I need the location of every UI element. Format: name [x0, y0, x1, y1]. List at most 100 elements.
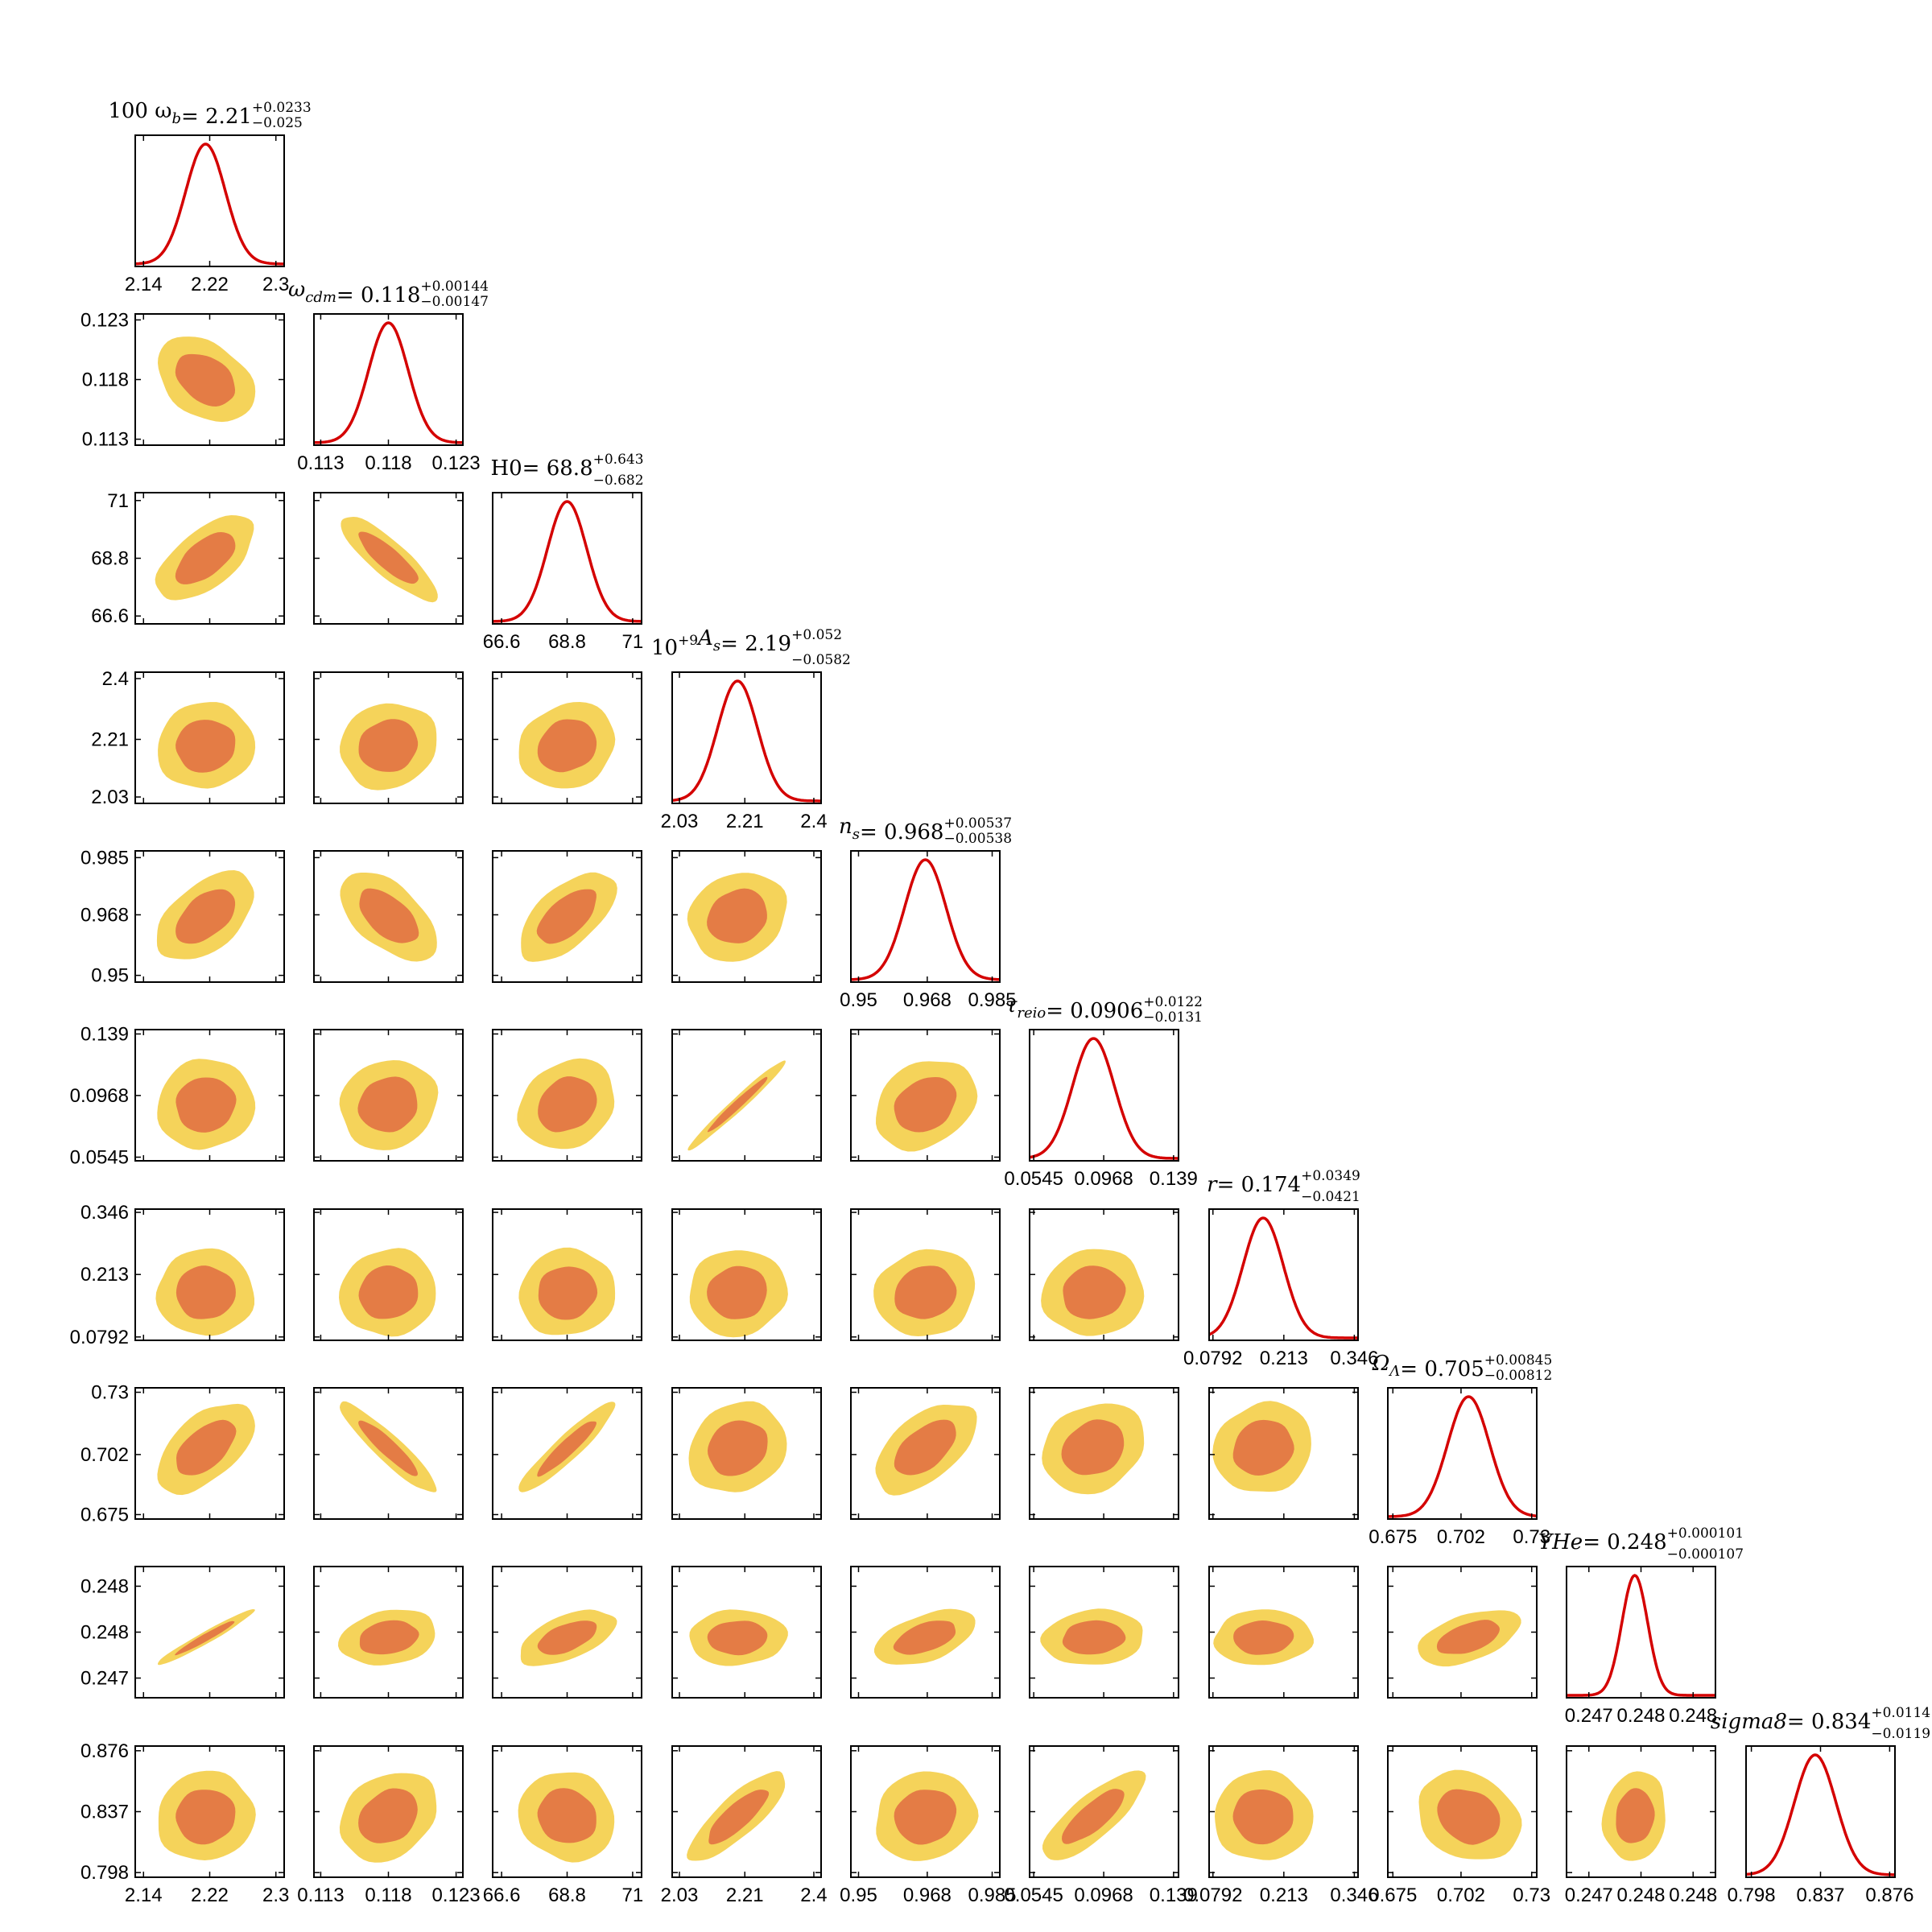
contour-panel-7-3 — [492, 1208, 642, 1341]
contour-68 — [175, 353, 235, 407]
y-tick-label: 2.03 — [91, 786, 129, 808]
x-tick-label: 0.985 — [968, 989, 1016, 1011]
contour-panel-4-2 — [313, 671, 464, 804]
x-tick-label: 0.213 — [1260, 1885, 1308, 1906]
contour-68 — [358, 531, 419, 584]
param-title: ΩΛ= 0.705+0.00845 — [1372, 1352, 1553, 1381]
contour-panel-8-4 — [671, 1387, 822, 1520]
x-tick-label: 2.03 — [661, 1885, 699, 1906]
posterior-panel-6: 0.0545 0.0968 0.139 — [1004, 1029, 1198, 1190]
x-tick-label: 2.21 — [726, 1885, 764, 1906]
y-tick-label: 0.113 — [82, 429, 129, 451]
y-tick-label: 0.346 — [80, 1202, 129, 1224]
x-tick-label: 71 — [622, 631, 644, 653]
posterior-curve — [493, 500, 642, 623]
x-tick-label: 0.139 — [1150, 1168, 1198, 1190]
x-tick-label: 66.6 — [483, 631, 521, 653]
y-tick-label: 0.95 — [91, 965, 129, 987]
x-tick-label: 0.248 — [1616, 1705, 1665, 1727]
panel-frame — [492, 492, 642, 625]
contour-68 — [175, 1265, 236, 1319]
param-minus: −0.00147 — [420, 294, 489, 310]
posterior-title-9: YHe= 0.248+0.000101−0.000107 — [1538, 1525, 1744, 1563]
contour-68 — [894, 1419, 956, 1476]
contour-panel-7-6 — [1029, 1208, 1179, 1341]
contour-panel-5-3 — [492, 850, 642, 983]
posterior-curve — [313, 321, 464, 444]
x-tick-label: 0.675 — [1368, 1885, 1417, 1906]
contour-panel-9-3 — [492, 1566, 642, 1699]
contour-panel-6-3 — [492, 1029, 642, 1162]
contour-68 — [536, 889, 597, 944]
contour-68 — [358, 1420, 418, 1476]
x-tick-label: 0.798 — [1728, 1885, 1776, 1906]
contour-panel-6-1: 0.0545 0.0968 0.139 — [70, 1023, 285, 1168]
posterior-curve — [1388, 1395, 1538, 1518]
contour-panel-8-3 — [492, 1387, 642, 1520]
contour-68 — [537, 1788, 597, 1843]
x-tick-label: 2.22 — [191, 1885, 229, 1906]
param-title: ωcdm= 0.118+0.00144 — [288, 278, 489, 308]
param-minus: −0.025 — [252, 115, 303, 131]
contour-68 — [708, 1420, 768, 1476]
posterior-panel-9: 0.247 0.248 0.248 — [1565, 1566, 1717, 1727]
y-tick-label: 0.876 — [80, 1740, 129, 1762]
posterior-title-4: 10+9As= 2.19+0.052−0.0582 — [651, 626, 851, 668]
posterior-panel-10: 0.798 0.837 0.876 — [1728, 1745, 1913, 1906]
contour-panel-10-4: 2.03 2.21 2.4 — [661, 1745, 828, 1906]
x-tick-label: 2.14 — [125, 274, 163, 295]
contour-panel-9-2 — [313, 1566, 464, 1699]
contour-panel-7-2 — [313, 1208, 464, 1341]
contour-68 — [175, 1077, 237, 1133]
param-minus: −0.0582 — [791, 652, 851, 668]
x-tick-label: 0.0968 — [1074, 1168, 1133, 1190]
contour-panel-6-2 — [313, 1029, 464, 1162]
contour-panel-9-1: 0.247 0.248 0.248 — [80, 1566, 285, 1699]
x-tick-label: 0.876 — [1865, 1885, 1913, 1906]
contour-68 — [537, 1620, 597, 1655]
x-tick-label: 0.213 — [1260, 1348, 1308, 1369]
contour-panel-3-2 — [313, 492, 464, 625]
posterior-panel-4: 2.03 2.21 2.4 — [661, 671, 828, 832]
contour-panel-10-2: 0.113 0.118 0.123 — [297, 1745, 481, 1906]
y-tick-label: 0.139 — [80, 1023, 129, 1045]
posterior-panel-5: 0.95 0.968 0.985 — [840, 850, 1017, 1011]
contour-panel-9-7 — [1208, 1566, 1359, 1699]
contour-68 — [538, 1076, 597, 1133]
contour-panel-8-7 — [1208, 1387, 1359, 1520]
x-tick-label: 0.247 — [1565, 1705, 1613, 1727]
posterior-curve — [850, 858, 1001, 981]
x-tick-label: 68.8 — [548, 1885, 586, 1906]
contour-68 — [175, 889, 236, 944]
x-tick-label: 0.346 — [1330, 1885, 1378, 1906]
param-title: r= 0.174+0.0349 — [1207, 1168, 1360, 1197]
contour-68 — [1437, 1789, 1501, 1845]
panel-frame — [1387, 1387, 1538, 1520]
param-title: 100 ωb= 2.21+0.0233 — [108, 99, 311, 129]
posterior-title-6: τreio= 0.0906+0.0122−0.0131 — [1005, 993, 1203, 1026]
y-tick-label: 0.0792 — [70, 1327, 129, 1348]
contour-panel-4-1: 2.03 2.21 2.4 — [91, 668, 285, 808]
posterior-title-8: ΩΛ= 0.705+0.00845−0.00812 — [1372, 1352, 1553, 1384]
param-title: τreio= 0.0906+0.0122 — [1005, 993, 1203, 1023]
posterior-curve — [1208, 1216, 1358, 1340]
x-tick-label: 0.113 — [297, 1885, 344, 1906]
x-tick-label: 0.139 — [1150, 1885, 1198, 1906]
contour-68 — [175, 532, 236, 584]
posterior-panel-2: 0.113 0.118 0.123 — [297, 313, 481, 474]
x-tick-label: 2.4 — [800, 1885, 827, 1906]
x-tick-label: 0.0968 — [1074, 1885, 1133, 1906]
contour-panel-2-1: 0.113 0.118 0.123 — [80, 309, 285, 451]
contour-panel-5-2 — [313, 850, 464, 983]
contour-68 — [358, 1788, 418, 1843]
x-tick-label: 2.14 — [125, 1885, 163, 1906]
x-tick-label: 0.675 — [1368, 1526, 1417, 1548]
y-tick-label: 0.837 — [80, 1802, 129, 1823]
x-tick-label: 0.0792 — [1183, 1348, 1242, 1369]
contour-68 — [893, 1620, 956, 1655]
contour-panel-9-6 — [1029, 1566, 1179, 1699]
x-tick-label: 0.837 — [1796, 1885, 1844, 1906]
posterior-title-10: sigma8= 0.834+0.0114−0.0119 — [1711, 1705, 1930, 1742]
x-tick-label: 2.3 — [262, 274, 289, 295]
y-tick-label: 68.8 — [91, 548, 129, 570]
